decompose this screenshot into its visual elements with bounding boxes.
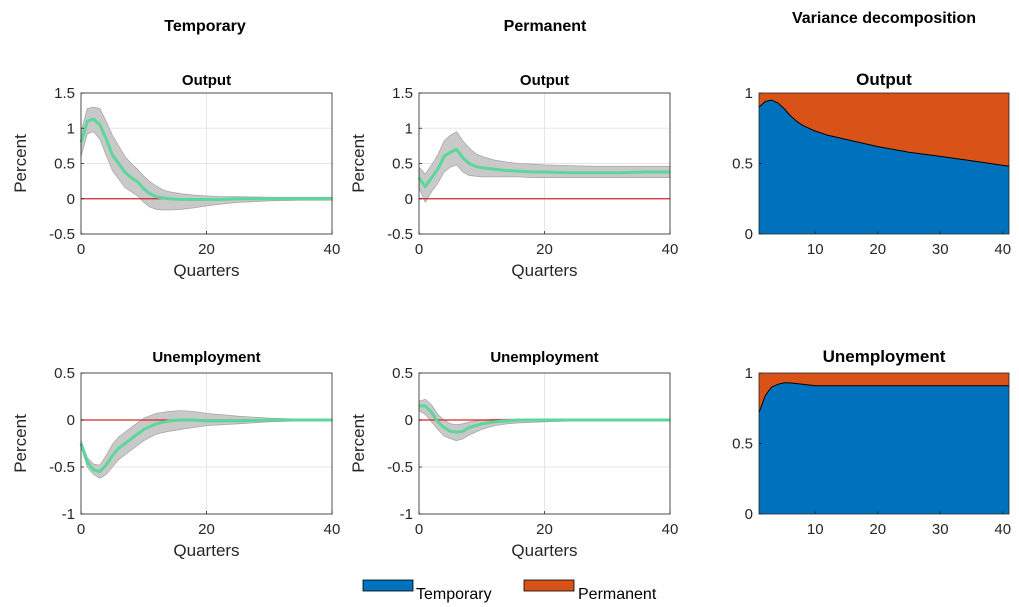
subplot-temp-unemp: 0 20 40 -1 -0.5 0 0.5 Unemployment Quarters Perce… xyxy=(11,349,340,560)
x-tick-label: 40 xyxy=(324,241,341,258)
y-tick-label: -0.5 xyxy=(387,226,413,243)
x-tick-label: 20 xyxy=(198,241,215,258)
y-tick-label: 1 xyxy=(745,365,753,382)
legend-label-temporary: Temporary xyxy=(416,586,492,603)
x-tick-label: 40 xyxy=(324,521,341,538)
area-boundary xyxy=(758,99,1010,167)
y-tick-label: 0.5 xyxy=(732,156,753,173)
y-axis-label: Percent xyxy=(11,134,30,193)
y-tick-label: 1 xyxy=(405,120,413,137)
y-tick-label: 0.5 xyxy=(732,436,753,453)
subplot-title: Output xyxy=(856,70,912,89)
y-tick-label: 1 xyxy=(745,85,753,102)
y-tick-label: 0 xyxy=(745,226,753,243)
column-title-temporary: Temporary xyxy=(164,18,246,35)
x-axis-label: Quarters xyxy=(173,261,239,280)
x-tick-label: 0 xyxy=(415,521,423,538)
y-tick-label: -0.5 xyxy=(49,459,75,476)
y-tick-label: 0.5 xyxy=(54,156,75,173)
y-tick-label: -1 xyxy=(62,506,75,523)
x-tick-label: 10 xyxy=(807,521,824,538)
area-temporary xyxy=(759,382,1009,514)
x-tick-label: 20 xyxy=(198,521,215,538)
subplot-title: Unemployment xyxy=(152,349,260,366)
y-tick-label: 1.5 xyxy=(54,85,75,102)
subplot-var-output: 10 20 30 40 0 0.5 1 Output xyxy=(732,70,1011,258)
y-tick-label: 0 xyxy=(67,412,75,429)
y-tick-label: -0.5 xyxy=(49,226,75,243)
x-axis-label: Quarters xyxy=(511,541,577,560)
x-axis-label: Quarters xyxy=(511,261,577,280)
x-tick-label: 0 xyxy=(415,241,423,258)
y-tick-label: -0.5 xyxy=(387,459,413,476)
y-tick-label: 0 xyxy=(405,191,413,208)
x-tick-label: 40 xyxy=(994,241,1011,258)
y-tick-label: 0 xyxy=(67,191,75,208)
y-tick-label: 0.5 xyxy=(392,156,413,173)
y-axis-label: Percent xyxy=(349,134,368,193)
column-title-variance: Variance decomposition xyxy=(792,10,976,27)
x-tick-label: 30 xyxy=(932,521,949,538)
legend: Temporary Permanent xyxy=(362,579,657,603)
y-axis-label: Percent xyxy=(11,414,30,473)
x-tick-label: 40 xyxy=(662,521,679,538)
subplot-title: Unemployment xyxy=(823,347,946,366)
x-tick-label: 30 xyxy=(932,241,949,258)
y-tick-label: 0 xyxy=(745,506,753,523)
x-tick-label: 20 xyxy=(869,521,886,538)
x-tick-label: 20 xyxy=(536,241,553,258)
legend-label-permanent: Permanent xyxy=(578,586,657,603)
x-tick-label: 10 xyxy=(807,241,824,258)
y-tick-label: 0.5 xyxy=(54,365,75,382)
x-tick-label: 0 xyxy=(77,521,85,538)
x-axis-label: Quarters xyxy=(173,541,239,560)
subplot-var-unemp: 10 20 30 40 0 0.5 1 Unemployment xyxy=(732,347,1011,538)
y-axis-label: Percent xyxy=(349,414,368,473)
y-tick-label: 1.5 xyxy=(392,85,413,102)
subplot-perm-unemp: 0 20 40 -1 -0.5 0 0.5 Unemployment Quarters Perce… xyxy=(349,349,678,560)
impulse-response-line xyxy=(79,418,332,474)
area-boundary xyxy=(758,382,1009,413)
impulse-response-line xyxy=(417,147,670,189)
impulse-response-line xyxy=(419,404,670,434)
column-title-permanent: Permanent xyxy=(504,18,587,35)
y-tick-label: 0.5 xyxy=(392,365,413,382)
x-tick-label: 40 xyxy=(662,241,679,258)
subplot-title: Output xyxy=(182,72,231,89)
impulse-response-line xyxy=(79,117,332,201)
x-tick-label: 40 xyxy=(994,521,1011,538)
x-tick-label: 20 xyxy=(869,241,886,258)
x-tick-label: 20 xyxy=(536,521,553,538)
y-tick-label: -1 xyxy=(400,506,413,523)
y-tick-label: 1 xyxy=(67,120,75,137)
y-tick-label: 0 xyxy=(405,412,413,429)
subplot-title: Output xyxy=(520,72,569,89)
legend-swatch-permanent xyxy=(523,579,575,592)
subplot-title: Unemployment xyxy=(490,349,598,366)
legend-swatch-temporary xyxy=(362,579,414,592)
x-tick-label: 0 xyxy=(77,241,85,258)
